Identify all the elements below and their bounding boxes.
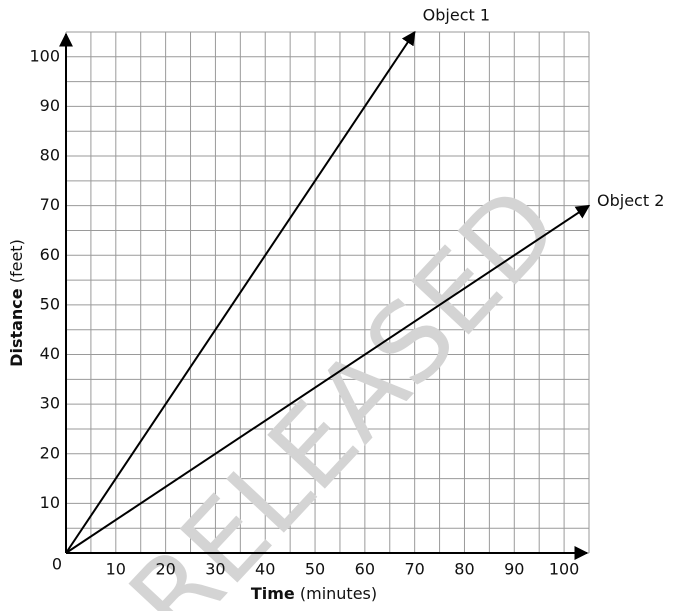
series-line [65,204,591,554]
y-tick-label: 60 [40,245,60,264]
y-label-main: Distance [7,288,26,367]
x-label-main: Time [251,584,295,603]
series-label: Object 1 [423,6,490,25]
y-tick-label: 40 [40,344,60,363]
x-tick-label: 100 [549,560,580,579]
x-axis-label: Time (minutes) [251,584,377,603]
y-tick-label: 90 [40,96,60,115]
y-axis-label: Distance (feet) [7,239,26,367]
x-tick-label: 70 [404,560,424,579]
x-tick-label: 80 [454,560,474,579]
x-tick-label: 30 [205,560,225,579]
y-tick-label: 100 [29,46,60,65]
x-tick-label: 20 [155,560,175,579]
x-tick-label: 0 [52,555,62,574]
series-label: Object 2 [597,191,664,210]
y-tick-label: 50 [40,294,60,313]
x-tick-label: 90 [504,560,524,579]
x-tick-label: 40 [255,560,275,579]
x-label-unit: (minutes) [300,584,377,603]
y-tick-label: 20 [40,443,60,462]
y-tick-label: 80 [40,146,60,165]
y-tick-label: 70 [40,195,60,214]
series-line [65,30,416,554]
y-tick-label: 30 [40,394,60,413]
y-tick-label: 10 [40,493,60,512]
x-tick-label: 10 [106,560,126,579]
watermark: RELEASED [107,164,584,611]
x-tick-label: 50 [305,560,325,579]
x-tick-label: 60 [355,560,375,579]
grid [65,31,590,554]
y-label-unit: (feet) [7,239,26,283]
